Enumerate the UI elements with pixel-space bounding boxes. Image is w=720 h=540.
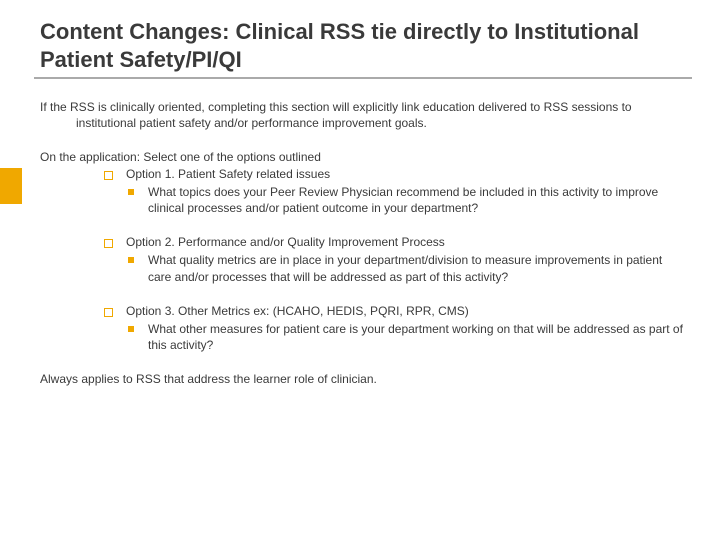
slide-content: Content Changes: Clinical RSS tie direct… bbox=[0, 0, 720, 423]
body: If the RSS is clinically oriented, compl… bbox=[40, 99, 686, 387]
select-line: On the application: Select one of the op… bbox=[40, 149, 686, 165]
intro-paragraph: If the RSS is clinically oriented, compl… bbox=[40, 99, 686, 131]
closing-line: Always applies to RSS that address the l… bbox=[40, 371, 686, 387]
option-1: Option 1. Patient Safety related issues … bbox=[104, 166, 686, 217]
option-3: Option 3. Other Metrics ex: (HCAHO, HEDI… bbox=[104, 303, 686, 354]
option-3-label: Option 3. Other Metrics ex: (HCAHO, HEDI… bbox=[104, 303, 686, 319]
option-1-sub: What topics does your Peer Review Physic… bbox=[104, 184, 686, 216]
slide-title: Content Changes: Clinical RSS tie direct… bbox=[40, 18, 686, 73]
option-1-label: Option 1. Patient Safety related issues bbox=[104, 166, 686, 182]
accent-bar bbox=[0, 168, 22, 204]
option-2-sub: What quality metrics are in place in you… bbox=[104, 252, 686, 284]
option-3-sub: What other measures for patient care is … bbox=[104, 321, 686, 353]
select-block: On the application: Select one of the op… bbox=[40, 149, 686, 353]
title-underline bbox=[34, 77, 692, 79]
option-2-label: Option 2. Performance and/or Quality Imp… bbox=[104, 234, 686, 250]
option-2: Option 2. Performance and/or Quality Imp… bbox=[104, 234, 686, 285]
